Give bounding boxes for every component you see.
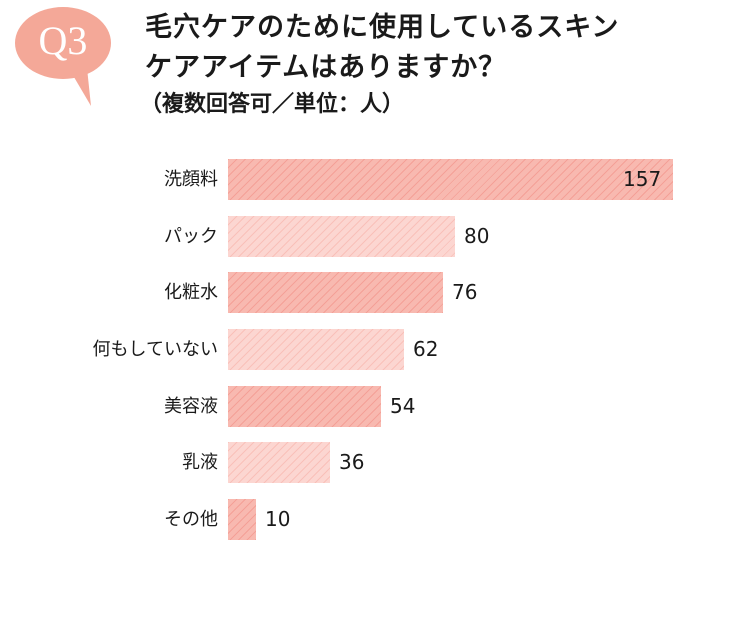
bar-row: 乳液 36: [0, 442, 750, 483]
chart-title-line1: 毛穴ケアのために使用しているスキン: [145, 12, 620, 43]
bar-row: パック 80: [0, 216, 750, 257]
chart-subtitle: （複数回答可／単位：人）: [140, 92, 405, 117]
bar: [228, 216, 455, 257]
bar-row: 美容液 54: [0, 386, 750, 427]
question-badge: Q3: [13, 6, 116, 106]
category-label: パック: [164, 226, 218, 247]
bar: [228, 499, 256, 540]
bar: [228, 329, 404, 370]
value-label: 80: [464, 224, 490, 248]
question-number: Q3: [38, 18, 88, 63]
category-label: その他: [164, 509, 218, 530]
value-label: 62: [413, 337, 439, 361]
value-label: 157: [623, 167, 662, 191]
category-label: 洗顔料: [164, 169, 218, 190]
bar-row: 化粧水 76: [0, 272, 750, 313]
value-label: 10: [265, 507, 291, 531]
bar-row: その他 10: [0, 499, 750, 540]
bar: [228, 386, 381, 427]
value-label: 76: [452, 280, 478, 304]
category-label: 化粧水: [164, 282, 218, 303]
speech-bubble-icon: [15, 7, 111, 106]
bar: [228, 272, 443, 313]
category-label: 美容液: [164, 396, 218, 417]
category-label: 乳液: [182, 452, 218, 473]
bar: [228, 159, 673, 200]
bar: [228, 442, 330, 483]
bar-row: 何もしていない 62: [0, 329, 750, 370]
chart-title-line2: ケアアイテムはありますか？: [145, 52, 507, 83]
bar-row: 洗顔料 157: [0, 159, 750, 200]
value-label: 54: [390, 394, 416, 418]
value-label: 36: [339, 450, 365, 474]
chart-title: 毛穴ケアのために使用しているスキン ケアアイテムはありますか？: [145, 8, 619, 88]
category-label: 何もしていない: [92, 339, 218, 360]
